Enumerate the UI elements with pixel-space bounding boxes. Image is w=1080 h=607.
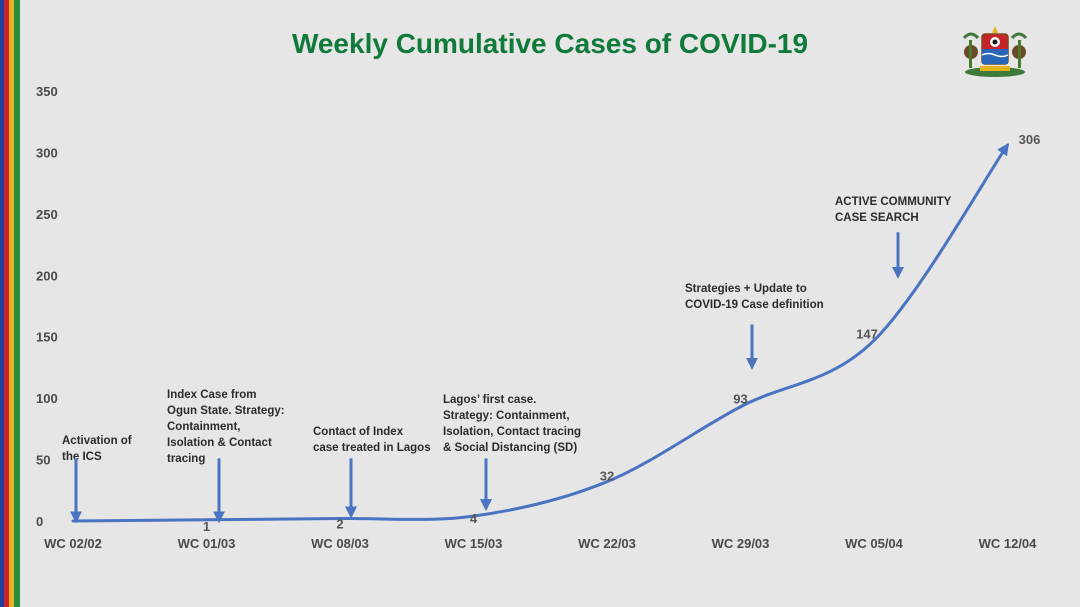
annotation: ACTIVE COMMUNITY CASE SEARCH xyxy=(835,196,952,279)
annotation: Index Case from Ogun State. Strategy: Cont… xyxy=(167,389,285,524)
annotation-text: Lagos’ first case. Strategy: Containment,… xyxy=(443,394,581,454)
y-tick-label: 0 xyxy=(36,514,43,529)
y-tick-label: 300 xyxy=(36,145,58,160)
annotation-text: Activation of the ICS xyxy=(62,435,132,463)
annotation-line: Activation of xyxy=(62,435,132,447)
data-point xyxy=(205,518,208,522)
annotation: Lagos’ first case. Strategy: Containment,… xyxy=(443,394,581,512)
x-tick-label: WC 02/02 xyxy=(44,536,102,551)
annotation-line: Isolation, Contact tracing xyxy=(443,426,581,438)
annotation-line: Isolation & Contact xyxy=(167,437,272,449)
x-tick-label: WC 05/04 xyxy=(845,536,904,551)
data-label: 4 xyxy=(470,511,478,526)
chart-title: Weekly Cumulative Cases of COVID-19 xyxy=(291,28,809,59)
annotation-line: Containment, xyxy=(167,421,240,433)
y-axis: 0 50 100 150 200 250 300 350 xyxy=(36,84,58,529)
annotation: Strategies + Update to COVID-19 Case defi… xyxy=(685,283,824,370)
y-tick-label: 100 xyxy=(36,391,58,406)
data-label: 32 xyxy=(600,469,614,484)
flag-stripe-blue xyxy=(0,0,4,607)
annotations: Activation of the ICS Index Case from Ogun … xyxy=(62,196,952,524)
data-label: 147 xyxy=(856,326,878,341)
data-point xyxy=(739,405,742,409)
annotation-line: CASE SEARCH xyxy=(835,212,919,224)
data-point xyxy=(1006,143,1009,147)
annotation-line: case treated in Lagos xyxy=(313,442,431,454)
x-tick-label: WC 29/03 xyxy=(712,536,770,551)
y-tick-label: 50 xyxy=(36,453,50,468)
annotation-line: Index Case from xyxy=(167,389,256,401)
annotation-line: Ogun State. Strategy: xyxy=(167,405,285,417)
annotation-line: Strategy: Containment, xyxy=(443,410,570,422)
x-tick-label: WC 08/03 xyxy=(311,536,369,551)
flag-stripe-red xyxy=(4,0,9,607)
data-point xyxy=(71,519,75,523)
annotation-line: Contact of Index xyxy=(313,426,404,438)
y-tick-label: 350 xyxy=(36,84,58,99)
x-tick-label: WC 15/03 xyxy=(445,536,503,551)
annotation-line: & Social Distancing (SD) xyxy=(443,442,577,454)
data-point xyxy=(472,514,475,518)
annotation-text: Index Case from Ogun State. Strategy: Cont… xyxy=(167,389,285,465)
annotation-text: ACTIVE COMMUNITY CASE SEARCH xyxy=(835,196,952,224)
annotation-line: COVID-19 Case definition xyxy=(685,299,824,311)
data-label: 2 xyxy=(336,517,343,532)
annotation-line: the ICS xyxy=(62,451,102,463)
annotation: Activation of the ICS xyxy=(62,435,132,524)
data-labels: 1 2 4 32 93 147 306 xyxy=(203,132,1040,534)
y-tick-label: 150 xyxy=(36,330,58,345)
data-point xyxy=(605,480,609,484)
annotation: Contact of Index case treated in Lagos xyxy=(313,426,431,519)
x-tick-label: WC 22/03 xyxy=(578,536,636,551)
data-label: 93 xyxy=(733,392,747,407)
annotation-text: Strategies + Update to COVID-19 Case defi… xyxy=(685,283,824,311)
flag-stripe-yellow xyxy=(9,0,14,607)
annotation-line: Lagos’ first case. xyxy=(443,394,536,406)
lagos-state-coat-of-arms-icon xyxy=(962,26,1028,77)
data-label: 306 xyxy=(1019,132,1041,147)
annotation-text: Contact of Index case treated in Lagos xyxy=(313,426,431,454)
data-point xyxy=(338,517,342,521)
y-tick-label: 250 xyxy=(36,207,58,222)
data-point xyxy=(872,338,876,342)
x-tick-label: WC 12/04 xyxy=(979,536,1038,551)
flag-stripe-green xyxy=(14,0,20,607)
annotation-line: tracing xyxy=(167,453,205,465)
data-label: 1 xyxy=(203,519,210,534)
annotation-line: ACTIVE COMMUNITY xyxy=(835,196,952,208)
y-tick-label: 200 xyxy=(36,268,58,283)
x-axis: WC 02/02 WC 01/03 WC 08/03 WC 15/03 WC 22/03… xyxy=(44,536,1037,551)
annotation-line: Strategies + Update to xyxy=(685,283,807,295)
x-tick-label: WC 01/03 xyxy=(178,536,236,551)
